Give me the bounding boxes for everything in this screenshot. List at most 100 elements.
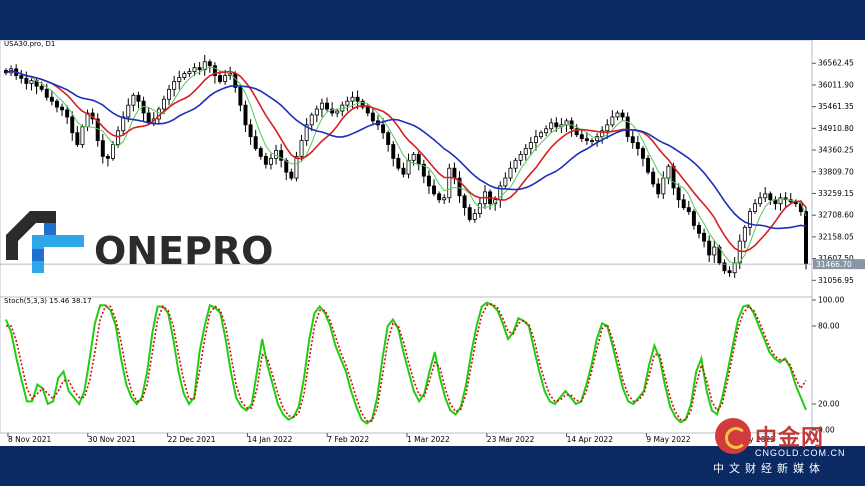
time-tick-label: 23 Mar 2022 <box>487 435 535 444</box>
candle-bear <box>136 94 141 102</box>
candle-bull <box>177 77 182 82</box>
candle-bear <box>727 270 732 274</box>
moving-averages <box>5 66 807 264</box>
candle-bull <box>116 130 121 145</box>
onepro-logo: ONEPRO <box>6 211 273 273</box>
logo-blue-tail <box>32 249 44 261</box>
candle-bear <box>218 75 222 82</box>
logo-cross-h <box>32 235 84 247</box>
time-tick-label: 14 Apr 2022 <box>567 435 614 444</box>
current-price-label: 31466.70 <box>816 260 852 269</box>
candle-bull <box>172 81 177 90</box>
candle-bull <box>539 132 544 138</box>
candle-bear <box>804 211 808 265</box>
candle-bear <box>554 122 559 128</box>
candle-bull <box>314 108 319 116</box>
logo-dark-arc <box>6 211 56 241</box>
price-tick-label: 32158.05 <box>818 232 854 241</box>
candle-bear <box>70 116 75 134</box>
price-axis: 36562.45 36011.90 35461.35 34910.80 34360.25… <box>812 59 854 285</box>
candle-bear <box>207 61 212 67</box>
candle-bear <box>263 155 268 165</box>
watermark-subtitle: 中文财经新媒体 <box>713 462 825 475</box>
price-tick-label: 35461.35 <box>818 102 854 111</box>
price-tick-label: 36562.45 <box>818 59 854 68</box>
candle-bear <box>360 100 365 108</box>
candle-bear <box>584 138 589 142</box>
candle-bear <box>146 112 151 124</box>
candle-bear <box>630 136 635 143</box>
candle-bull <box>131 94 136 106</box>
logo-dark-bar <box>6 235 18 260</box>
candle-bull <box>533 136 538 143</box>
candle-bear <box>574 128 579 136</box>
candle-bull <box>712 246 717 256</box>
candle-bull <box>309 114 314 126</box>
candle-bear <box>432 185 437 195</box>
candle-bull <box>472 213 477 220</box>
stoch-label: Stoch(5,3,3) 15.46 38.17 <box>4 297 92 305</box>
time-tick-label: 30 Nov 2021 <box>88 435 136 444</box>
price-tick-label: 32708.60 <box>818 211 854 220</box>
logo-blue-square <box>44 223 56 235</box>
candle-bear <box>49 96 54 102</box>
candle-bear <box>279 150 284 161</box>
price-tick-label: 34360.25 <box>818 146 854 155</box>
candle-bull <box>610 116 615 126</box>
time-tick-label: 8 Nov 2021 <box>8 435 51 444</box>
time-tick-label: 31 May 2022 <box>726 435 775 444</box>
candle-bull <box>350 96 355 102</box>
candle-bear <box>65 109 70 118</box>
candle-bear <box>416 154 421 165</box>
ma-mid-line <box>5 69 807 253</box>
candle-bull <box>182 73 187 78</box>
stoch-tick-label: 20.00 <box>818 400 840 409</box>
candle-bull <box>167 88 172 100</box>
candle-bull <box>294 155 299 179</box>
stoch-tick-label: 100.00 <box>818 296 844 305</box>
price-tick-label: 31607.50 <box>818 254 854 263</box>
candle-bear <box>212 65 217 76</box>
candle-bull <box>335 110 340 114</box>
price-tick-label: 31056.95 <box>818 276 854 285</box>
candle-bull <box>753 203 758 212</box>
candle-bear <box>19 75 24 79</box>
candle-bull <box>600 130 605 138</box>
candle-bear <box>60 106 65 111</box>
candle-bull <box>493 199 498 205</box>
candle-bull <box>747 211 752 228</box>
candle-bull <box>126 104 131 118</box>
candle-bear <box>243 104 248 126</box>
watermark-title: 中金网 <box>755 426 825 451</box>
candle-bear <box>457 177 462 197</box>
candle-bear <box>676 187 681 201</box>
candle-bull <box>406 159 411 175</box>
candle-bull <box>544 128 549 134</box>
candle-bull <box>758 197 763 205</box>
candle-bear <box>54 100 59 108</box>
candle-bear <box>722 262 727 272</box>
candle-bear <box>401 167 406 175</box>
time-tick-label: 14 Jan 2022 <box>247 435 292 444</box>
chart-svg: USA30.pro, D1 36562.45 36011.90 35461.35 34… <box>0 39 865 444</box>
candle-bull <box>121 116 126 132</box>
candle-bull <box>564 120 569 126</box>
candle-bear <box>100 140 105 157</box>
candle-bear <box>691 211 696 226</box>
candle-bear <box>253 136 258 149</box>
candle-bull <box>202 61 207 71</box>
candle-bear <box>258 148 263 157</box>
candle-bear <box>707 240 712 256</box>
candle-bull <box>345 100 350 106</box>
candle-bear <box>421 163 426 177</box>
candle-bull <box>29 80 34 84</box>
candle-bear <box>248 124 253 138</box>
candle-bear <box>681 199 686 209</box>
watermark: 中金网 CNGOLD.COM.CN 中文财经新媒体 <box>707 418 857 478</box>
candle-bear <box>391 144 396 159</box>
candle-bull <box>161 98 166 110</box>
stoch-k-line <box>5 301 807 425</box>
candle-bear <box>284 159 289 173</box>
stoch-tick-label: 80.00 <box>818 322 840 331</box>
time-tick-label: 22 Dec 2021 <box>168 435 216 444</box>
